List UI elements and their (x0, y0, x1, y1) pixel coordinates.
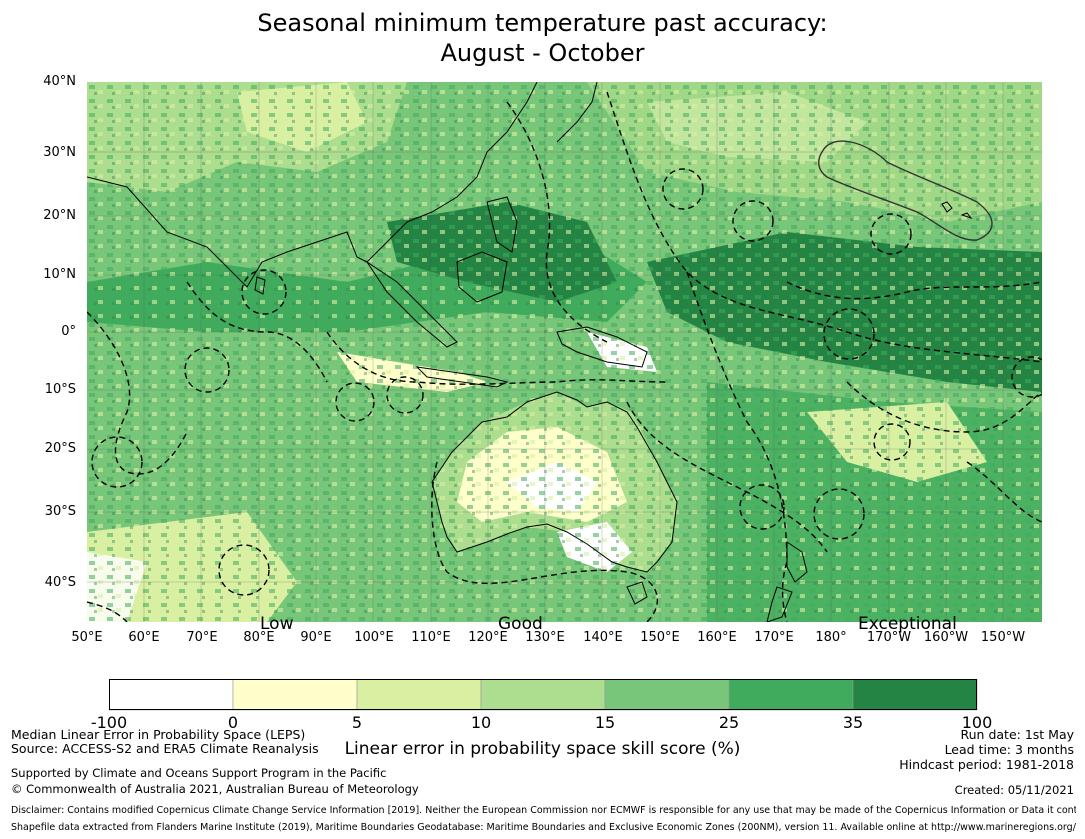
eez-circle (662, 168, 704, 210)
colorbar-label: Linear error in probability space skill … (344, 739, 741, 759)
colorbar-cell (604, 679, 730, 711)
lon-label: 50°E (71, 630, 103, 645)
eez-circle (218, 544, 270, 596)
lon-label: 130°E (525, 630, 565, 645)
eez-boundary (606, 91, 1042, 363)
coastline-borneo (456, 251, 508, 303)
coastlines (87, 82, 973, 622)
eez-boundary (87, 311, 188, 475)
hindcast-text: Hindcast period: 1981-2018 (899, 757, 1074, 772)
eez-boundary (506, 101, 608, 343)
coastline-asia-mainland (87, 82, 538, 288)
coastline-australia (431, 391, 678, 573)
copyright-text: © Commonwealth of Australia 2021, Austra… (11, 782, 419, 796)
graticule (87, 82, 1042, 622)
eez-circle (732, 200, 774, 242)
eez-boundaries (87, 91, 1042, 622)
source-text: Source: ACCESS-S2 and ERA5 Climate Reana… (11, 741, 319, 756)
eez-circle (823, 308, 875, 360)
coastline-japan (556, 82, 598, 143)
eez-circle (1011, 356, 1042, 398)
skill-score-map (87, 82, 1042, 622)
lat-label: 20°N (43, 208, 76, 223)
band-label-exceptional: Exceptional (858, 614, 957, 634)
eez-circle (813, 488, 865, 540)
colorbar-cell (356, 679, 482, 711)
lat-label: 0° (61, 324, 76, 339)
eez-circle (873, 423, 911, 461)
lon-label: 110°E (411, 630, 451, 645)
lon-label: 120°E (468, 630, 508, 645)
marine-monument-outline (818, 140, 993, 241)
lat-label: 40°S (44, 575, 76, 590)
colorbar-tick: 10 (470, 713, 492, 732)
lat-label: 30°S (44, 504, 76, 519)
eez-boundary (686, 271, 788, 622)
colorbar-tick: -100 (90, 713, 128, 732)
eez-circles (91, 168, 1042, 596)
noise-texture (87, 82, 1042, 622)
colorbar-tick: 5 (351, 713, 363, 732)
colorbar-tick: 35 (842, 713, 864, 732)
run-date-text: Run date: 1st May (960, 727, 1075, 742)
eez-circle (241, 269, 287, 315)
coastline-sumatra-java (366, 261, 509, 388)
disclaimer-text: Disclaimer: Contains modified Copernicus… (11, 805, 1076, 816)
colorbar-cell (480, 679, 606, 711)
lon-label: 90°E (300, 630, 332, 645)
metric-text: Median Linear Error in Probability Space… (11, 727, 306, 742)
created-text: Created: 05/11/2021 (954, 783, 1074, 797)
lon-label: 170°W (866, 630, 912, 645)
lon-label: 60°E (128, 630, 160, 645)
eez-boundary (326, 331, 668, 385)
lat-label: 10°N (43, 267, 76, 282)
eez-boundary (966, 461, 1042, 523)
lon-label: 100°E (354, 630, 394, 645)
coastline-hawaii (941, 201, 973, 220)
map-title-line2: August - October (440, 39, 645, 67)
eez-circle (335, 382, 375, 422)
lon-label: 140°E (583, 630, 623, 645)
colorbar-tick: 15 (594, 713, 616, 732)
lead-time-text: Lead time: 3 months (944, 742, 1074, 757)
lon-label: 70°E (186, 630, 218, 645)
coastline-tasmania (626, 581, 648, 605)
support-text: Supported by Climate and Oceans Support … (11, 766, 387, 780)
eez-circle (91, 436, 143, 488)
band-label-low: Low (260, 614, 294, 634)
lon-label: 80°E (243, 630, 275, 645)
band-label-good: Good (498, 614, 543, 634)
eez-boundary (87, 601, 128, 622)
coastline-new-guinea (556, 326, 648, 368)
shapefile-credit-text: Shapefile data extracted from Flanders M… (11, 822, 1076, 833)
lon-label: 150°W (980, 630, 1026, 645)
eez-boundary (846, 381, 1042, 433)
colorbar-cell (852, 679, 978, 711)
lat-label: 40°N (43, 74, 76, 89)
colorbar-cell (232, 679, 358, 711)
lon-label: 170°E (754, 630, 794, 645)
colorbar (109, 679, 978, 711)
lon-label: 160°E (697, 630, 737, 645)
eez-boundary (786, 281, 1042, 300)
coastline-sri-lanka (254, 276, 266, 295)
lon-label: 180° (815, 630, 847, 645)
eez-circle (386, 376, 424, 414)
map-title-line1: Seasonal minimum temperature past accura… (257, 9, 828, 37)
eez-boundary (626, 401, 828, 553)
colorbar-cell (109, 679, 234, 711)
lon-label: 160°W (923, 630, 969, 645)
colorbar-tick: 0 (227, 713, 239, 732)
colorbar-tick: 25 (718, 713, 740, 732)
eez-circle (184, 347, 230, 393)
colorbar-tick: 100 (961, 713, 993, 732)
lat-label: 10°S (44, 382, 76, 397)
coastline-philippines (486, 196, 518, 253)
lat-label: 30°N (43, 145, 76, 160)
eez-circle (739, 484, 785, 530)
eez-circle (870, 213, 912, 255)
lat-label: 20°S (44, 441, 76, 456)
colorbar-cell (728, 679, 854, 711)
lon-label: 150°E (640, 630, 680, 645)
